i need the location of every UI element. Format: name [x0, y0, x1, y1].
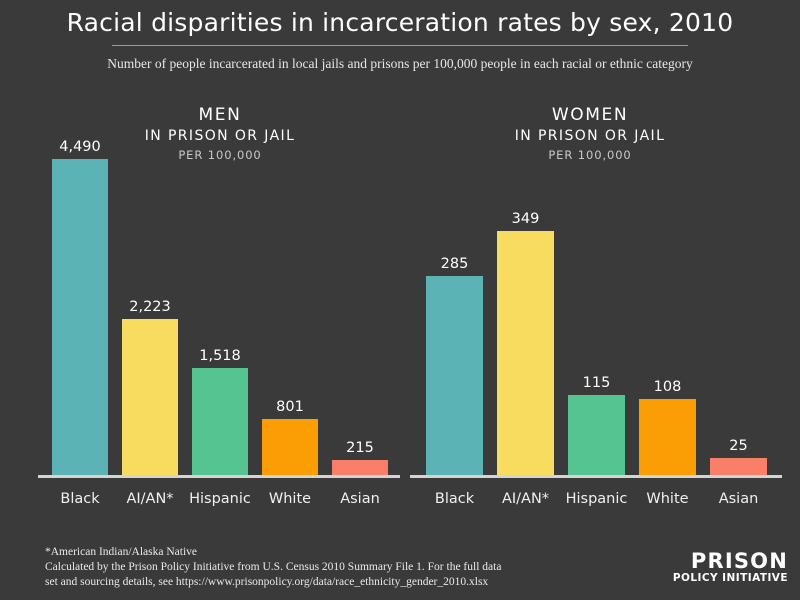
- logo-primary-text: PRISON: [690, 549, 788, 573]
- panel-heading-men-sub: in prison or jail: [144, 128, 296, 144]
- page-title: Racial disparities in incarceration rate…: [66, 8, 734, 37]
- bar-black: [426, 276, 483, 475]
- bar-black: [52, 159, 108, 475]
- footnote-line-3: set and sourcing details, see https://ww…: [45, 576, 489, 588]
- axis-baseline-women: [410, 475, 782, 478]
- bar-aian: [122, 319, 178, 475]
- category-labels-women: Black AI/AN* Hispanic White Asian: [410, 491, 782, 513]
- axis-baseline-men: [38, 475, 400, 478]
- category-label: Asian: [340, 491, 380, 507]
- panel-heading-women-main: Women: [551, 105, 629, 125]
- title-divider: [112, 45, 688, 46]
- footnote-line-2: Calculated by the Prison Policy Initiati…: [45, 561, 502, 573]
- bar-white: [262, 419, 318, 475]
- footnote-line-1: *American Indian/Alaska Native: [45, 546, 197, 558]
- category-label: AI/AN*: [126, 491, 174, 507]
- bar-value-label: 4,490: [59, 139, 101, 155]
- page-subtitle: Number of people incarcerated in local j…: [107, 56, 693, 71]
- bar-value-label: 115: [582, 375, 611, 391]
- panel-heading-women: Women in prison or jail per 100,000: [460, 105, 720, 162]
- bar-hispanic: [568, 395, 625, 475]
- bar-value-label: 1,518: [199, 348, 241, 364]
- bar-asian: [332, 460, 388, 475]
- bar-chart-women: 285 349 115 108 25: [410, 140, 782, 478]
- panel-heading-men-per: per 100,000: [178, 148, 262, 162]
- category-label: Hispanic: [565, 491, 628, 507]
- bar-value-label: 215: [346, 440, 374, 456]
- logo-secondary-text: POLICY INITIATIVE: [672, 572, 788, 584]
- panel-heading-women-sub: in prison or jail: [514, 128, 666, 144]
- category-label: AI/AN*: [501, 491, 550, 507]
- footnote: *American Indian/Alaska Native Calculate…: [45, 545, 645, 590]
- bar-value-label: 349: [511, 211, 540, 227]
- bar-hispanic: [192, 368, 248, 475]
- category-label: Asian: [718, 491, 759, 507]
- bar-value-label: 285: [440, 256, 469, 272]
- bar-asian: [710, 458, 767, 475]
- bar-chart-men: 4,490 2,223 1,518 801 215: [38, 139, 400, 478]
- bar-value-label: 801: [276, 399, 304, 415]
- prison-policy-initiative-logo: PRISON POLICY INITIATIVE: [673, 550, 788, 585]
- category-label: Black: [60, 491, 100, 507]
- category-label: Hispanic: [189, 491, 251, 507]
- category-labels-men: Black AI/AN* Hispanic White Asian: [38, 491, 400, 513]
- bar-value-label: 2,223: [129, 299, 171, 315]
- bar-value-label: 25: [729, 438, 748, 454]
- category-label: White: [646, 491, 689, 507]
- category-label: White: [268, 491, 312, 507]
- bar-aian: [497, 231, 554, 475]
- bar-white: [639, 399, 696, 475]
- panel-heading-women-per: per 100,000: [548, 148, 632, 162]
- panel-heading-men: Men in prison or jail per 100,000: [90, 105, 350, 162]
- category-label: Black: [434, 491, 475, 507]
- bar-value-label: 108: [653, 379, 682, 395]
- panel-heading-men-main: Men: [198, 105, 242, 125]
